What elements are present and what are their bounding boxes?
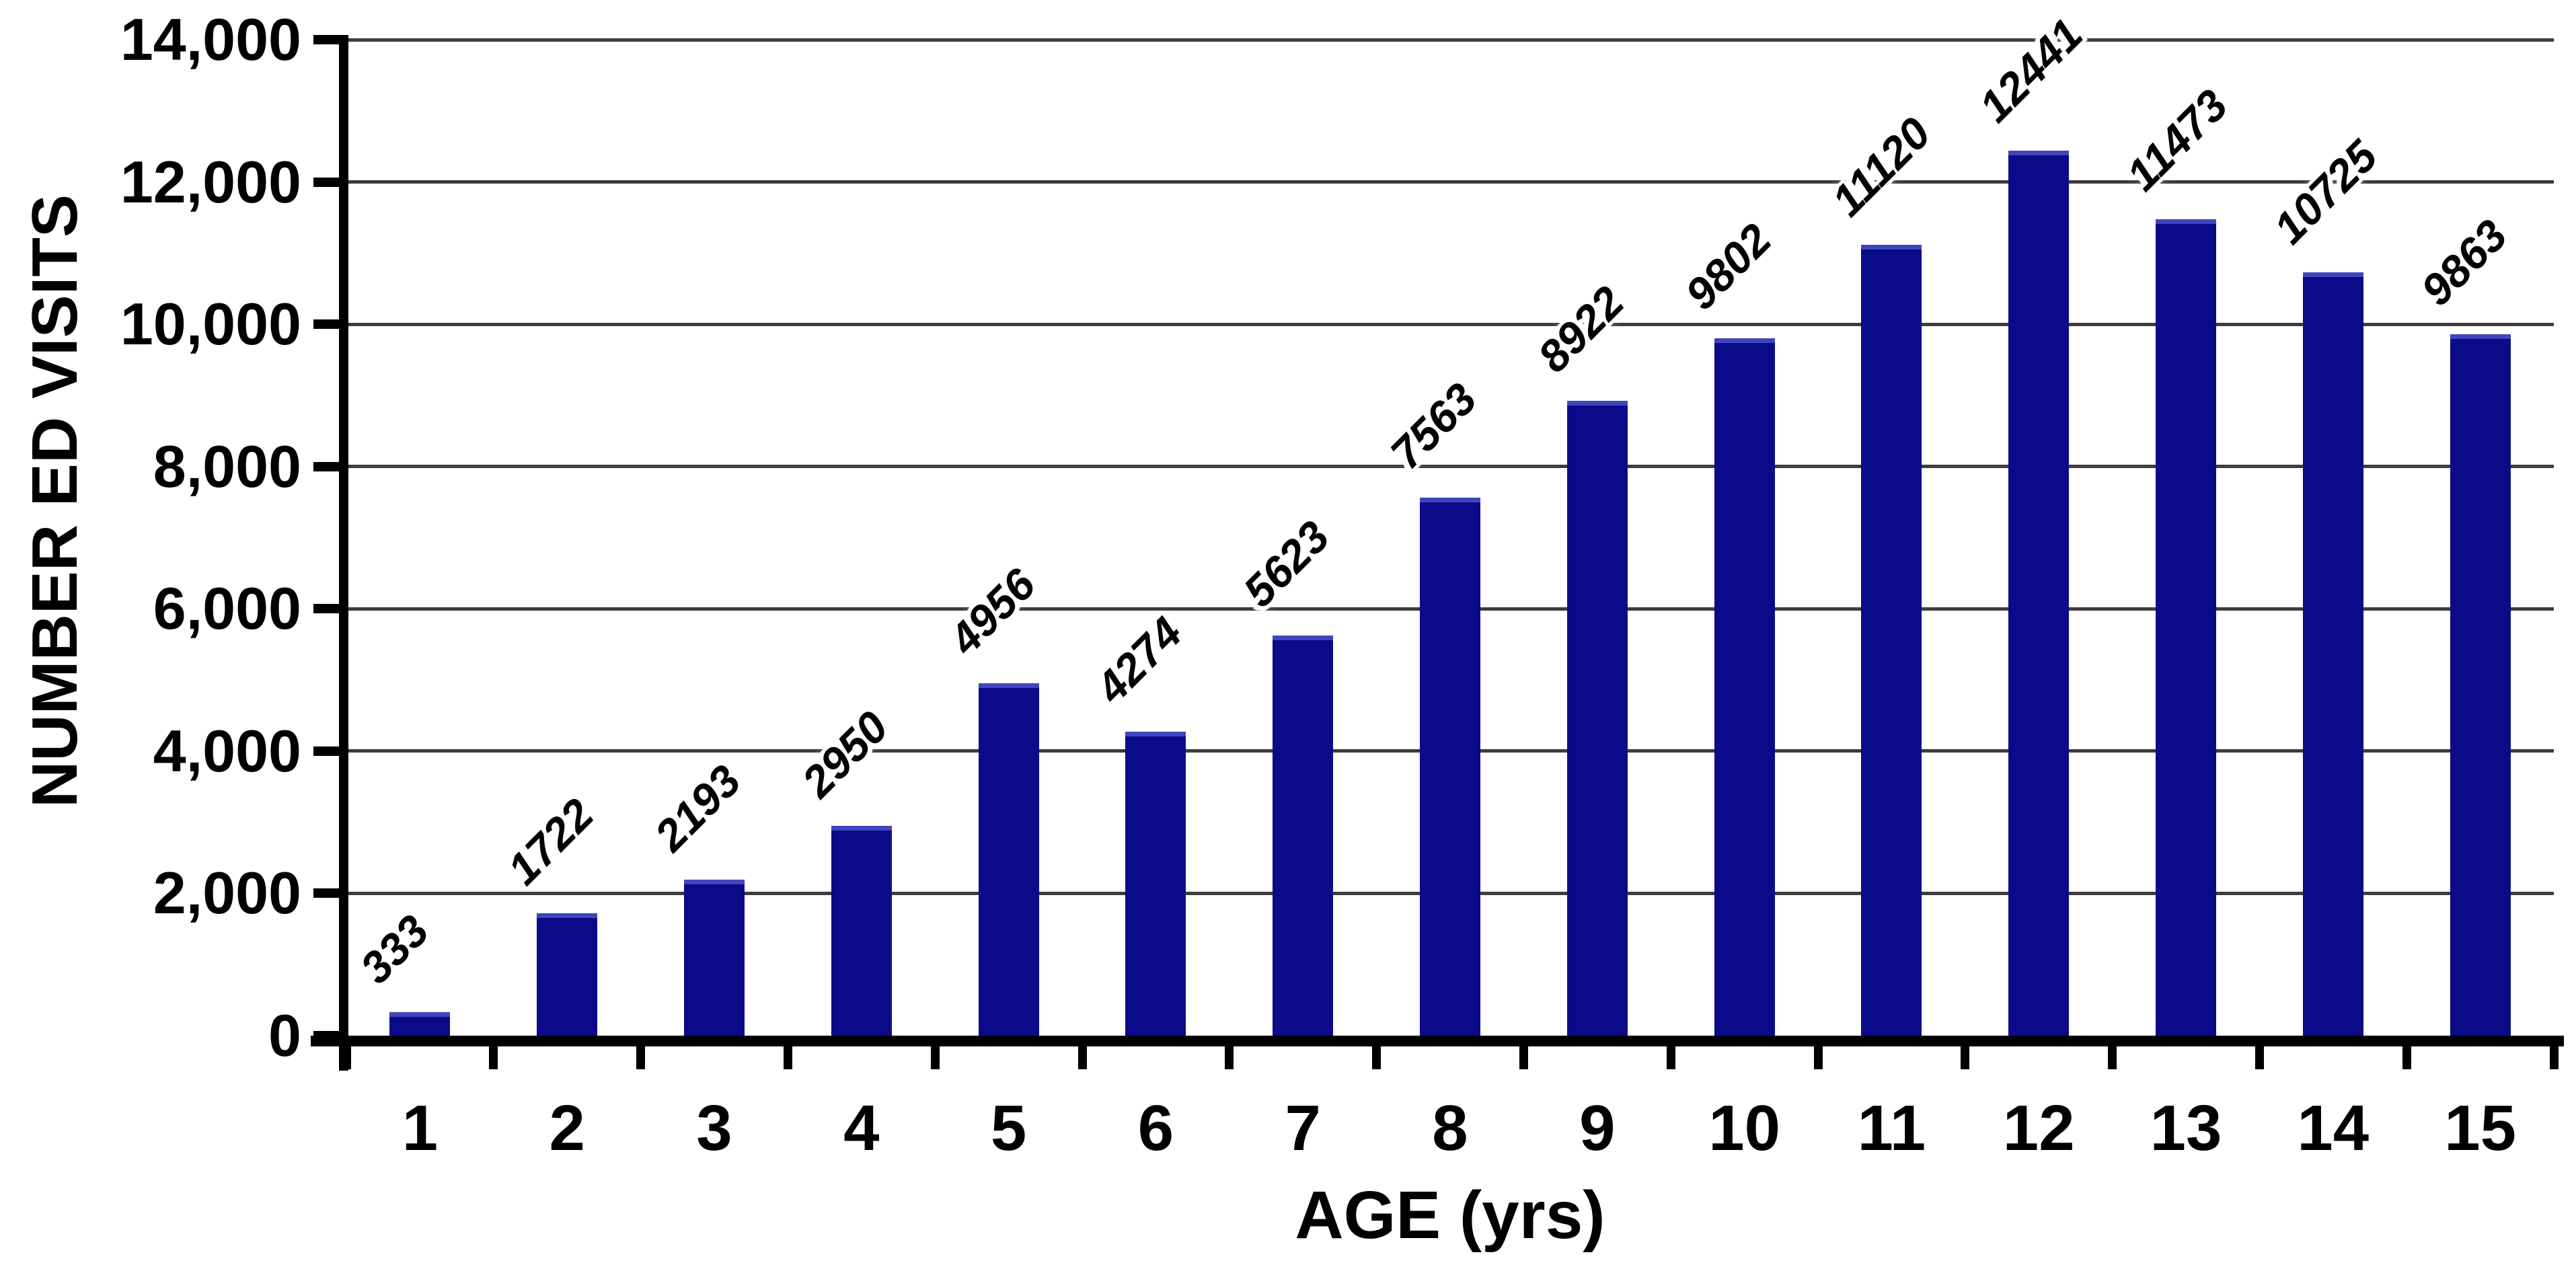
- y-tick-mark: [313, 319, 340, 330]
- bar: [389, 1011, 451, 1036]
- y-axis-title: NUMBER ED VISITS: [19, 194, 91, 808]
- y-tick-mark: [313, 177, 340, 187]
- bar-value-label: 4956: [939, 558, 1045, 664]
- y-tick-label: 2,000: [153, 859, 301, 927]
- bar: [2450, 334, 2511, 1036]
- bar: [1420, 497, 1480, 1036]
- x-tick-label: 12: [2002, 1092, 2075, 1164]
- bar: [978, 683, 1039, 1036]
- bar: [1714, 338, 1775, 1036]
- y-tick-label: 8,000: [153, 432, 301, 500]
- y-axis-line: [339, 35, 348, 1071]
- x-tick-label: 5: [990, 1092, 1027, 1164]
- bar: [1273, 636, 1334, 1036]
- bar-value-label: 333: [350, 905, 439, 993]
- gridline: [346, 322, 2554, 326]
- bar: [2156, 219, 2216, 1036]
- x-tick-label: 4: [843, 1092, 880, 1164]
- y-tick-mark: [313, 888, 340, 898]
- gridline: [346, 180, 2554, 184]
- bar: [1861, 244, 1922, 1036]
- bar-value-label: 1722: [498, 789, 603, 894]
- y-tick-mark: [313, 604, 340, 614]
- bar: [537, 913, 598, 1036]
- bar-value-label: 2193: [645, 755, 751, 861]
- y-tick-label: 14,000: [120, 6, 301, 73]
- y-tick-label: 6,000: [153, 575, 301, 642]
- x-tick-label: 1: [402, 1092, 439, 1164]
- x-tick-label: 7: [1285, 1092, 1321, 1164]
- bar: [1125, 731, 1186, 1036]
- x-tick-label: 3: [696, 1092, 732, 1164]
- bar-value-label: 5623: [1234, 511, 1339, 617]
- bar-value-label: 11120: [1822, 107, 1940, 226]
- y-tick-mark: [313, 746, 340, 756]
- bar-value-label: 4274: [1086, 607, 1192, 713]
- y-tick-mark: [313, 35, 340, 44]
- bar-value-label: 10725: [2263, 130, 2386, 254]
- gridline: [346, 38, 2554, 42]
- y-tick-label: 4,000: [153, 717, 301, 784]
- x-tick-label: 13: [2150, 1092, 2222, 1164]
- bar-value-label: 12441: [1969, 9, 2092, 132]
- bar-value-label: 8922: [1527, 276, 1634, 382]
- bar: [2302, 272, 2363, 1036]
- bar-value-label: 7563: [1381, 373, 1486, 479]
- gridline: [346, 465, 2554, 469]
- y-tick-label: 10,000: [120, 291, 301, 358]
- x-tick-label: 8: [1432, 1092, 1468, 1164]
- x-axis-title: AGE (yrs): [1295, 1178, 1605, 1253]
- bar-value-label: 2950: [792, 701, 898, 807]
- x-tick-label: 10: [1708, 1092, 1780, 1164]
- bar: [684, 880, 745, 1036]
- bar-value-label: 9863: [2411, 209, 2516, 315]
- y-tick-label: 0: [268, 1002, 301, 1069]
- x-tick-label: 11: [1857, 1092, 1926, 1164]
- x-axis-line: [311, 1036, 2564, 1046]
- bar: [2008, 150, 2070, 1036]
- bar: [831, 825, 892, 1036]
- bar-value-label: 9802: [1675, 214, 1780, 319]
- x-tick-label: 9: [1579, 1092, 1616, 1164]
- bar: [1566, 401, 1628, 1036]
- x-tick-label: 15: [2444, 1092, 2516, 1164]
- x-tick-label: 14: [2297, 1092, 2370, 1164]
- x-tick-label: 6: [1137, 1092, 1174, 1164]
- y-tick-label: 12,000: [120, 148, 301, 215]
- y-tick-mark: [313, 461, 340, 471]
- x-tick-label: 2: [549, 1092, 585, 1164]
